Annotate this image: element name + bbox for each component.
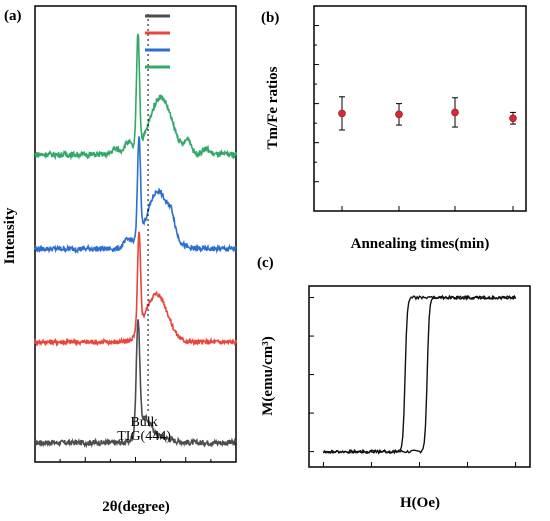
panel-c-hysteresis-plot: H(Oe) M(emu/cm³) xyxy=(260,285,531,511)
hysteresis-branch-up xyxy=(323,294,517,455)
panel-a-y-axis-title: Intensity xyxy=(2,207,18,264)
panel-a-series-group xyxy=(34,33,237,449)
panel-b-ratio-plot: Annealing times(min) Tm/Fe ratios xyxy=(265,5,527,252)
bulk-label: Bulk xyxy=(130,415,157,430)
data-point xyxy=(451,108,459,117)
panel-a-x-ticks xyxy=(34,457,237,462)
hysteresis-branch-down xyxy=(322,294,516,455)
hysteresis-loop xyxy=(322,294,517,455)
panel-b-frame xyxy=(313,5,527,212)
data-point xyxy=(509,114,517,123)
xrd-series-line-3 xyxy=(34,33,237,161)
panel-a-xrd-plot: Bulk TIG(444) 2θ(degree) Intensity xyxy=(2,5,237,515)
xrd-series-line-2 xyxy=(34,136,237,255)
panel-a-x-axis-title: 2θ(degree) xyxy=(102,499,170,515)
panel-label-a: (a) xyxy=(4,8,22,24)
panel-c-y-axis-title: M(emu/cm³) xyxy=(260,336,276,415)
panel-label-c: (c) xyxy=(257,255,274,271)
panel-b-ticks xyxy=(314,25,514,211)
panel-label-b: (b) xyxy=(261,10,279,26)
panel-a-legend xyxy=(145,14,170,69)
panel-c-frame xyxy=(308,285,531,468)
tig-444-label: TIG(444) xyxy=(117,429,171,444)
panel-b-y-axis-title: Tm/Fe ratios xyxy=(265,66,281,149)
data-point xyxy=(338,109,346,118)
panel-c-x-axis-title: H(Oe) xyxy=(400,495,440,511)
data-point xyxy=(395,110,403,119)
panel-c-ticks xyxy=(309,297,517,467)
panel-b-x-axis-title: Annealing times(min) xyxy=(351,236,490,252)
panel-b-points xyxy=(338,96,517,131)
xrd-series-line-1 xyxy=(34,231,237,348)
xrd-series-line-0 xyxy=(34,319,237,449)
